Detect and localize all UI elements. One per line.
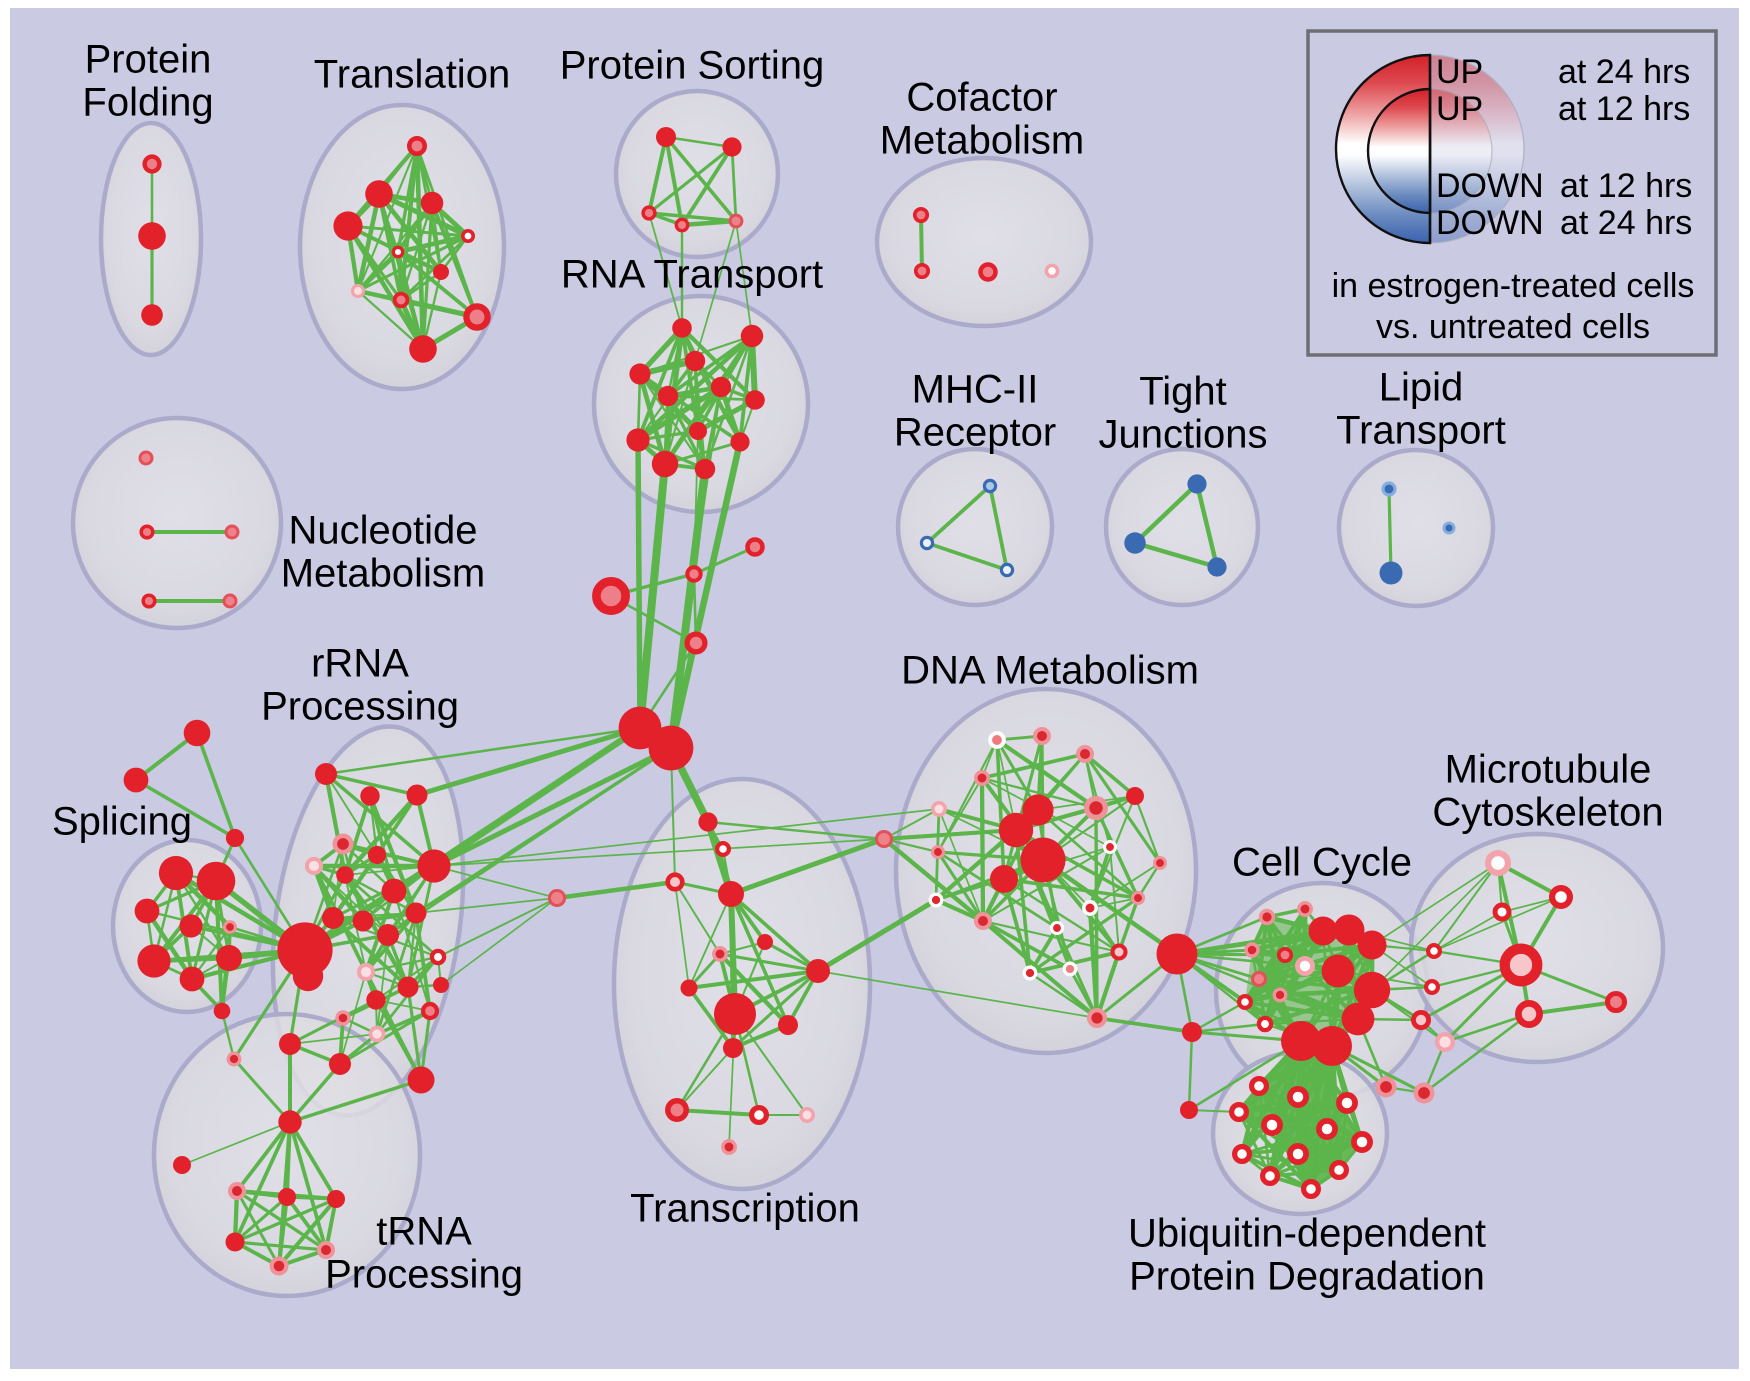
svg-text:Folding: Folding (82, 81, 213, 125)
svg-text:MHC-II: MHC-II (912, 368, 1039, 412)
svg-text:RNA Transport: RNA Transport (561, 253, 823, 297)
svg-text:Protein Degradation: Protein Degradation (1129, 1255, 1485, 1299)
svg-text:Transcription: Transcription (630, 1187, 860, 1231)
svg-text:Lipid: Lipid (1379, 366, 1464, 410)
svg-text:at 12 hrs: at 12 hrs (1558, 90, 1690, 128)
svg-text:UP: UP (1436, 90, 1483, 128)
svg-text:UP: UP (1436, 53, 1483, 91)
svg-text:Protein Sorting: Protein Sorting (560, 44, 825, 88)
svg-text:at 24 hrs: at 24 hrs (1560, 204, 1692, 242)
svg-text:Metabolism: Metabolism (880, 119, 1085, 163)
svg-text:Splicing: Splicing (52, 800, 192, 844)
svg-text:Ubiquitin-dependent: Ubiquitin-dependent (1128, 1212, 1486, 1256)
svg-text:Processing: Processing (325, 1253, 523, 1297)
svg-text:at 24 hrs: at 24 hrs (1558, 53, 1690, 91)
svg-text:at 12 hrs: at 12 hrs (1560, 167, 1692, 205)
svg-text:DNA Metabolism: DNA Metabolism (901, 649, 1199, 693)
svg-text:Processing: Processing (261, 685, 459, 729)
svg-text:Microtubule: Microtubule (1445, 748, 1652, 792)
svg-text:DOWN: DOWN (1436, 167, 1544, 205)
svg-text:Protein: Protein (85, 38, 212, 82)
svg-text:Cofactor: Cofactor (906, 76, 1057, 120)
svg-text:Metabolism: Metabolism (281, 552, 486, 596)
svg-text:Nucleotide: Nucleotide (288, 509, 477, 553)
svg-text:tRNA: tRNA (376, 1210, 472, 1254)
svg-text:Transport: Transport (1336, 409, 1506, 453)
svg-text:Receptor: Receptor (894, 411, 1056, 455)
svg-text:Junctions: Junctions (1099, 413, 1268, 457)
svg-text:Tight: Tight (1139, 370, 1226, 414)
svg-text:Translation: Translation (314, 53, 510, 97)
svg-text:rRNA: rRNA (311, 642, 409, 686)
svg-text:in estrogen-treated cells: in estrogen-treated cells (1332, 267, 1695, 305)
svg-text:DOWN: DOWN (1436, 204, 1544, 242)
svg-text:vs. untreated cells: vs. untreated cells (1376, 308, 1650, 346)
svg-text:Cytoskeleton: Cytoskeleton (1432, 791, 1663, 835)
svg-text:Cell Cycle: Cell Cycle (1232, 841, 1412, 885)
